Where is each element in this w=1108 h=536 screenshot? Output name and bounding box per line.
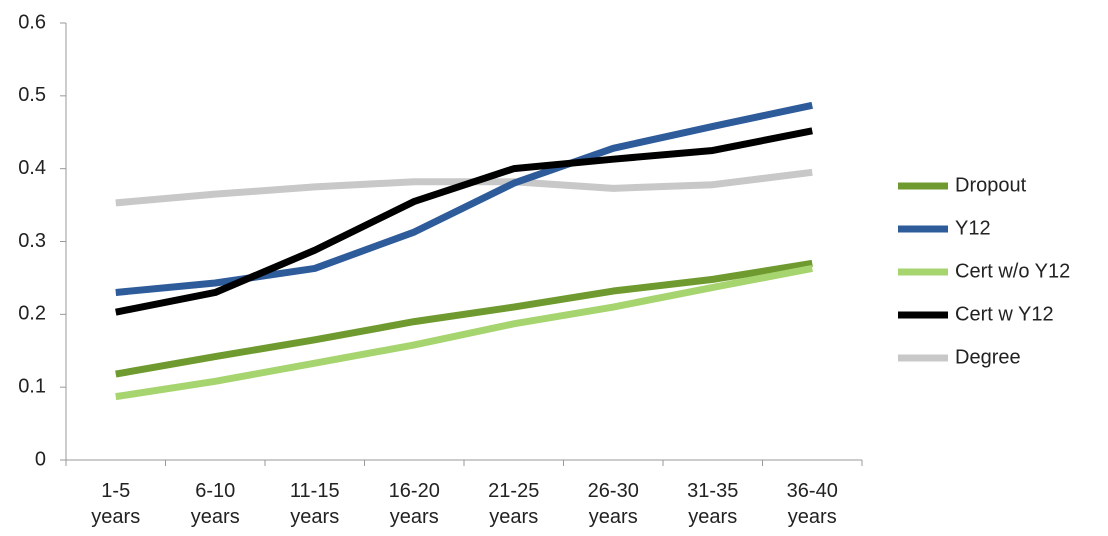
- legend-label: Degree: [955, 346, 1021, 368]
- x-tick-label: 31-35 years: [687, 480, 739, 528]
- legend-label: Cert w/o Y12: [955, 260, 1070, 282]
- legend-label: Cert w Y12: [955, 303, 1054, 325]
- x-tick-label: 11-15 years: [289, 480, 340, 528]
- line-series: [115, 265, 813, 401]
- y-tick-label: 0.6: [18, 11, 46, 33]
- x-tick-label: 6-10 years: [190, 480, 240, 528]
- y-tick-label: 0: [35, 448, 46, 470]
- x-tick-label: 1-5 years: [91, 480, 141, 528]
- x-tick-label: 36-40 years: [786, 480, 838, 528]
- line-series: [115, 101, 813, 296]
- y-tick-label: 0.3: [18, 230, 46, 252]
- y-tick-label: 0.5: [18, 84, 46, 106]
- x-tick-label: 26-30 years: [587, 480, 639, 528]
- y-tick-label: 0.1: [18, 375, 46, 397]
- legend-label: Dropout: [955, 174, 1027, 196]
- legend-label: Y12: [955, 217, 991, 239]
- line-series: [115, 259, 813, 378]
- x-tick-label: 21-25 years: [488, 480, 540, 528]
- line-series: [115, 127, 813, 316]
- y-tick-label: 0.4: [18, 157, 46, 179]
- x-tick-label: 16-20 years: [388, 480, 440, 528]
- y-tick-label: 0.2: [18, 303, 46, 325]
